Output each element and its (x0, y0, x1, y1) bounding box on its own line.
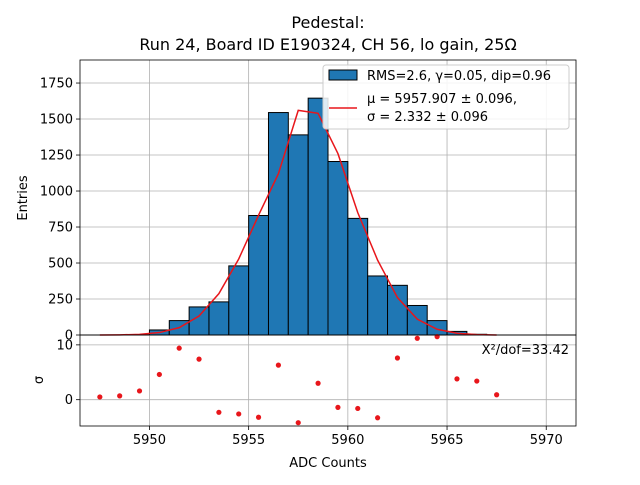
chart-title-line1: Pedestal: (291, 13, 364, 32)
resid-y-tick-label: 0 (65, 393, 73, 408)
residual-point (117, 393, 122, 398)
x-axis-label: ADC Counts (289, 456, 367, 471)
residual-point (395, 355, 400, 360)
x-tick-label: 5950 (133, 433, 166, 448)
main-y-tick-label: 500 (48, 257, 73, 272)
histogram-bar (268, 113, 288, 335)
residual-point (375, 415, 380, 420)
main-y-tick-label: 1500 (40, 113, 73, 128)
legend-fit-label-line2: σ = 2.332 ± 0.096 (367, 110, 488, 125)
residual-point (415, 336, 420, 341)
main-y-tick-label: 250 (48, 293, 73, 308)
residual-point (315, 381, 320, 386)
histogram-bar (427, 321, 447, 335)
residual-point (256, 415, 261, 420)
histogram-bar (288, 135, 308, 335)
x-tick-label: 5970 (530, 433, 563, 448)
histogram-bar (328, 162, 348, 335)
y-axis-label-sigma: σ (32, 376, 47, 384)
main-y-tick-label: 1750 (40, 77, 73, 92)
legend-histogram-swatch (329, 70, 357, 80)
residual-point (196, 357, 201, 362)
x-tick-label: 5955 (232, 433, 265, 448)
main-y-tick-label: 750 (48, 221, 73, 236)
histogram-bar (388, 285, 408, 335)
legend-fit-label-line1: μ = 5957.907 ± 0.096, (367, 92, 517, 107)
histogram-bar (407, 305, 427, 335)
residual-point (137, 388, 142, 393)
main-y-tick-label: 1250 (40, 149, 73, 164)
histogram-bar (348, 218, 368, 335)
histogram-bar (189, 307, 209, 335)
x-tick-label: 5960 (331, 433, 364, 448)
residual-point (335, 405, 340, 410)
residual-point (296, 420, 301, 425)
residual-point (216, 410, 221, 415)
residual-point (236, 411, 241, 416)
residual-point (355, 406, 360, 411)
residual-point (276, 363, 281, 368)
histogram-bar (209, 302, 229, 335)
histogram-bar (308, 98, 328, 335)
legend-histogram-label: RMS=2.6, γ=0.05, dip=0.96 (367, 69, 551, 84)
chi2-annotation: X²/dof=33.42 (482, 343, 569, 358)
histogram-bar (229, 266, 249, 335)
residual-point (97, 394, 102, 399)
residual-point (494, 392, 499, 397)
residual-point (177, 346, 182, 351)
resid-y-tick-label: 10 (56, 338, 73, 353)
residual-point (474, 378, 479, 383)
histogram-bar (368, 276, 388, 335)
x-tick-label: 5965 (430, 433, 463, 448)
main-y-tick-label: 1000 (40, 185, 73, 200)
histogram-bar (249, 215, 269, 335)
y-axis-label-entries: Entries (16, 175, 31, 221)
residual-point (454, 376, 459, 381)
residual-point (157, 372, 162, 377)
legend: RMS=2.6, γ=0.05, dip=0.96 μ = 5957.907 ±… (323, 65, 569, 129)
chart-title-line2: Run 24, Board ID E190324, CH 56, lo gain… (139, 35, 516, 54)
